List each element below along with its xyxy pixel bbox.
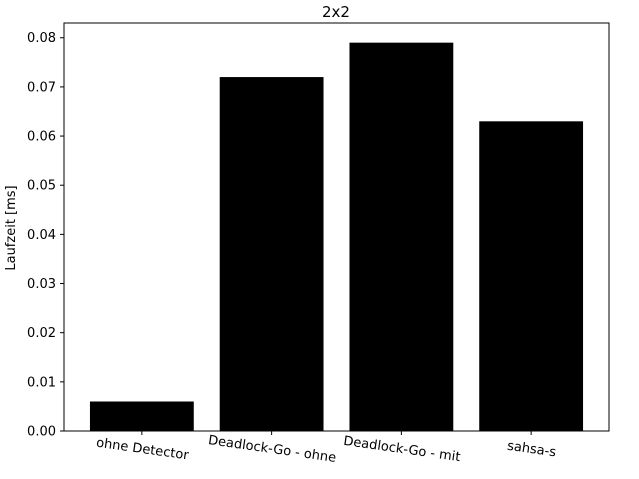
bar <box>479 121 584 431</box>
x-tick-label: sahsa-s <box>506 439 557 461</box>
axes-frame <box>63 22 610 432</box>
y-tick-label: 0.00 <box>27 425 56 440</box>
x-tick-label: Deadlock-Go - ohne <box>207 433 337 466</box>
y-tick-label: 0.03 <box>27 277 56 292</box>
y-tick-label: 0.05 <box>27 179 56 194</box>
y-axis-label: Laufzeit [ms] <box>4 185 19 270</box>
y-tick-label: 0.06 <box>27 130 56 145</box>
bar <box>349 42 454 431</box>
y-tick-label: 0.04 <box>27 228 56 243</box>
y-tick-label: 0.02 <box>27 326 56 341</box>
y-tick-label: 0.01 <box>27 375 56 390</box>
y-tick-label: 0.08 <box>27 31 56 46</box>
y-tick-label: 0.07 <box>27 80 56 95</box>
bars-group <box>89 42 584 431</box>
x-tick-label: Deadlock-Go - mit <box>342 434 461 465</box>
bar <box>89 401 194 431</box>
bar <box>219 77 324 431</box>
x-ticks-group: ohne Detector Deadlock-Go - ohne Deadlock-… <box>95 431 557 466</box>
chart-title: 2x2 <box>322 3 350 21</box>
x-tick-label: ohne Detector <box>95 436 190 464</box>
y-ticks-group: 0.00 0.01 0.02 0.03 0.04 0.05 0.06 0.07 0.08 <box>27 31 64 440</box>
